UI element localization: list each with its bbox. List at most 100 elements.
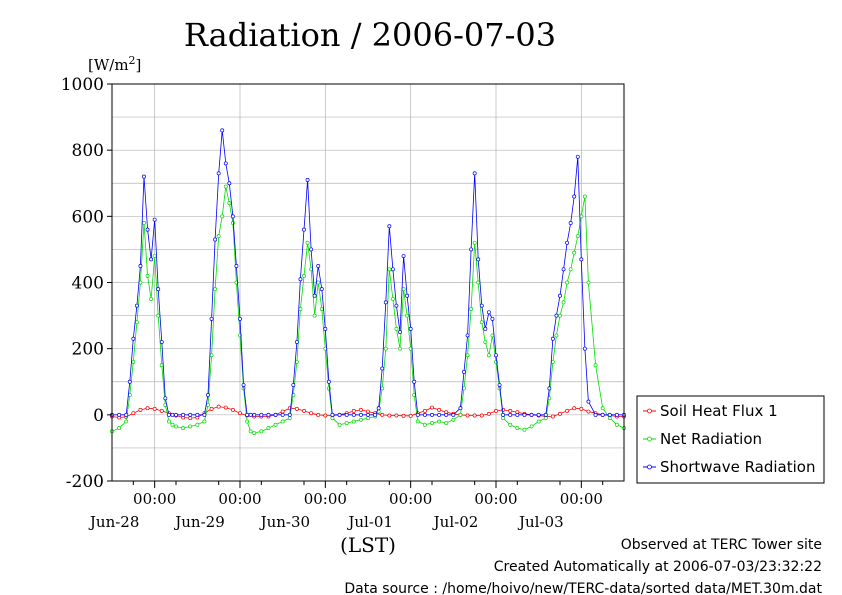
data-point — [145, 227, 150, 232]
data-point — [127, 379, 132, 384]
data-point — [565, 240, 570, 245]
data-point — [316, 264, 321, 268]
data-point — [181, 412, 186, 417]
data-point — [280, 412, 285, 417]
data-point — [479, 320, 484, 325]
data-point — [230, 214, 235, 219]
data-point — [572, 250, 577, 255]
x-tick-time-label: 00:00 — [560, 490, 603, 508]
data-point — [522, 412, 527, 417]
data-point — [309, 247, 314, 252]
data-point — [550, 359, 555, 364]
data-point — [568, 267, 573, 272]
data-point — [188, 412, 193, 417]
data-point — [238, 316, 242, 321]
data-point — [124, 412, 129, 417]
data-point — [383, 346, 388, 351]
data-point — [572, 194, 577, 199]
data-point — [166, 419, 171, 424]
data-point — [280, 409, 285, 414]
data-point — [245, 419, 250, 424]
data-point — [430, 421, 434, 426]
data-point — [465, 413, 470, 418]
legend-box — [636, 395, 825, 484]
data-point — [536, 419, 541, 424]
data-point — [316, 412, 321, 417]
data-point — [294, 406, 299, 411]
series-group — [110, 128, 626, 435]
data-point — [579, 406, 584, 411]
data-point — [302, 273, 306, 278]
data-point — [134, 320, 139, 325]
data-point — [156, 313, 161, 318]
footer-created: Created Automatically at 2006-07-03/23:3… — [494, 559, 822, 575]
chart-title: Radiation / 2006-07-03 — [184, 16, 556, 54]
data-point — [195, 422, 200, 427]
series-net-radiation — [110, 184, 626, 435]
data-point — [298, 307, 303, 311]
data-point — [508, 422, 513, 427]
data-point — [206, 393, 210, 397]
data-point — [494, 408, 498, 413]
data-point — [241, 383, 246, 388]
data-point — [330, 416, 335, 421]
data-point — [444, 421, 449, 426]
legend-label: Soil Heat Flux 1 — [660, 402, 778, 420]
data-point — [366, 409, 370, 414]
data-point — [586, 280, 591, 285]
data-point — [376, 406, 381, 411]
data-point — [501, 412, 506, 417]
data-point — [408, 326, 413, 331]
x-tick-time-label: 00:00 — [133, 490, 176, 508]
data-point — [149, 257, 154, 262]
y-tick-label: -200 — [66, 472, 104, 492]
x-tick-date-label: Jul-02 — [432, 513, 479, 531]
data-point — [497, 383, 502, 388]
data-point — [405, 313, 410, 318]
data-point — [575, 234, 580, 239]
y-axis-label-base: [W/m — [88, 56, 129, 74]
data-point — [415, 419, 420, 424]
data-point — [259, 429, 264, 434]
data-point — [291, 383, 296, 388]
data-point — [149, 297, 154, 301]
data-point — [156, 287, 161, 292]
data-point — [351, 419, 356, 424]
data-point — [220, 214, 225, 219]
data-point — [607, 412, 612, 417]
x-tick-time-label: 00:00 — [389, 490, 432, 508]
legend-label: Shortwave Radiation — [660, 458, 816, 476]
data-point — [462, 386, 466, 391]
data-point — [252, 412, 257, 417]
data-point — [309, 411, 314, 416]
data-point — [575, 154, 580, 159]
data-point — [138, 407, 143, 412]
data-point — [326, 379, 331, 384]
data-point — [170, 412, 175, 417]
data-point — [202, 419, 207, 424]
data-point — [515, 412, 520, 417]
data-point — [536, 412, 541, 417]
data-point — [394, 303, 399, 308]
data-point — [494, 353, 498, 358]
x-tick-time-label: 00:00 — [474, 490, 517, 508]
data-point — [294, 340, 299, 344]
data-point — [508, 412, 513, 417]
data-point — [479, 413, 484, 418]
data-point — [170, 422, 175, 427]
data-point — [273, 422, 278, 427]
data-point — [145, 273, 150, 278]
data-point — [582, 194, 587, 199]
y-tick-label: 800 — [72, 141, 104, 161]
data-point — [344, 421, 349, 426]
data-point — [152, 406, 157, 411]
data-point — [373, 412, 378, 417]
data-point — [280, 419, 285, 424]
data-point — [614, 412, 619, 417]
data-point — [312, 293, 317, 298]
data-point — [412, 379, 417, 384]
data-point — [188, 424, 193, 429]
series-line — [111, 186, 625, 434]
data-point — [607, 416, 612, 421]
